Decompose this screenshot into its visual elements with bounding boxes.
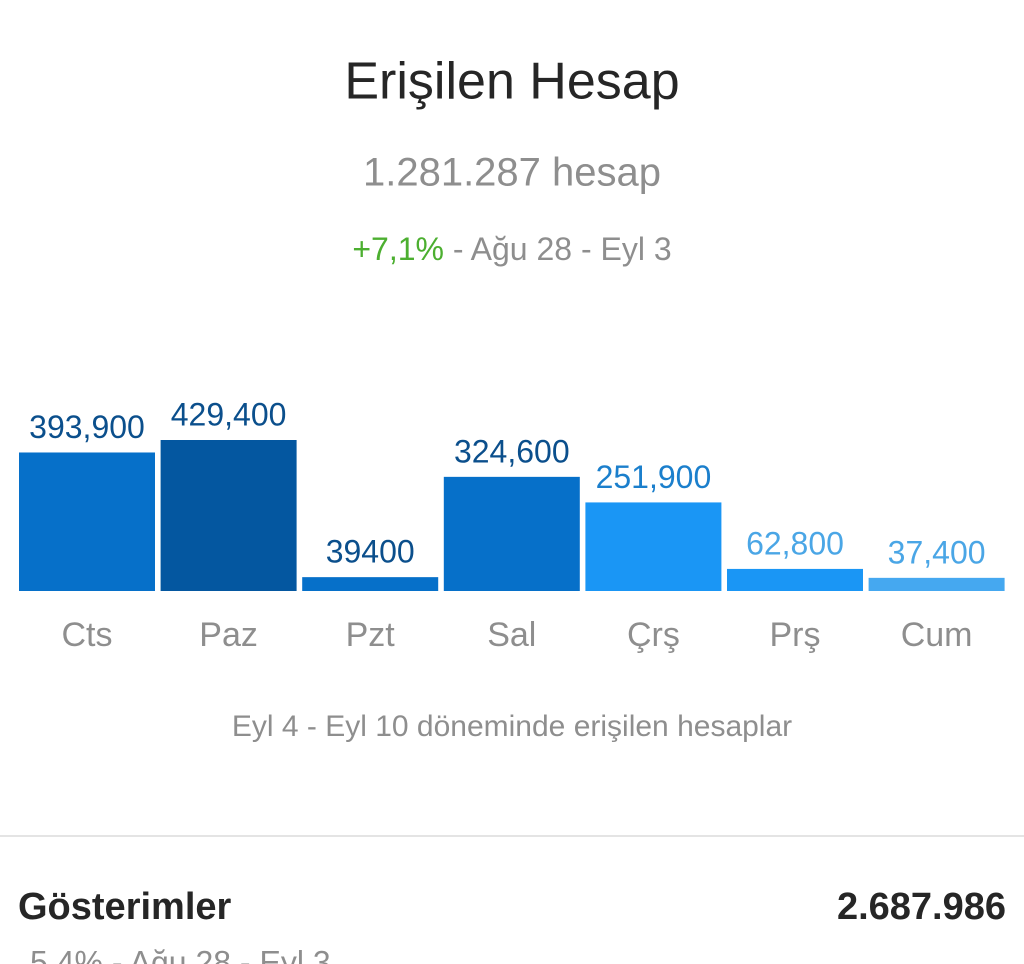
change-line: +7,1% - Ağu 28 - Eyl 3 [352, 231, 671, 267]
bar [585, 502, 722, 591]
subtitle: 1.281.287 hesap [363, 151, 661, 195]
category-label: Prş [770, 616, 821, 654]
impressions-value: 2.687.986 [837, 886, 1006, 928]
caption: Eyl 4 - Eyl 10 döneminde erişilen hesapl… [232, 710, 792, 743]
value-label: 324,600 [454, 433, 570, 469]
category-label: Paz [199, 616, 258, 654]
value-label: 393,900 [29, 409, 145, 445]
value-label: 37,400 [888, 534, 986, 570]
period: - Ağu 28 - Eyl 3 [444, 231, 672, 267]
change: +7,1% [352, 231, 444, 267]
bar [19, 452, 155, 591]
impressions-sub: 5,4% - Ağu 28 - Eyl 3 [30, 944, 331, 964]
value-label: 39400 [326, 534, 415, 570]
value-label: 251,900 [596, 459, 712, 495]
bar [727, 568, 863, 591]
category-label: Sal [487, 616, 536, 654]
bar-chart: 393,900 Cts 429,400 Paz 39400 Pzt 324,600 Sal 25… [19, 396, 1005, 654]
category-label: Çrş [627, 616, 680, 654]
bar [160, 440, 297, 591]
bar [443, 476, 580, 591]
category-label: Cum [901, 616, 973, 654]
value-label: 62,800 [746, 525, 844, 561]
title: Erişilen Hesap [344, 53, 679, 111]
bar [302, 577, 439, 591]
value-label: 429,400 [171, 396, 287, 432]
bar [868, 577, 1005, 591]
impressions-label[interactable]: Gösterimler [18, 886, 232, 928]
category-label: Cts [62, 616, 113, 654]
category-label: Pzt [346, 616, 396, 654]
